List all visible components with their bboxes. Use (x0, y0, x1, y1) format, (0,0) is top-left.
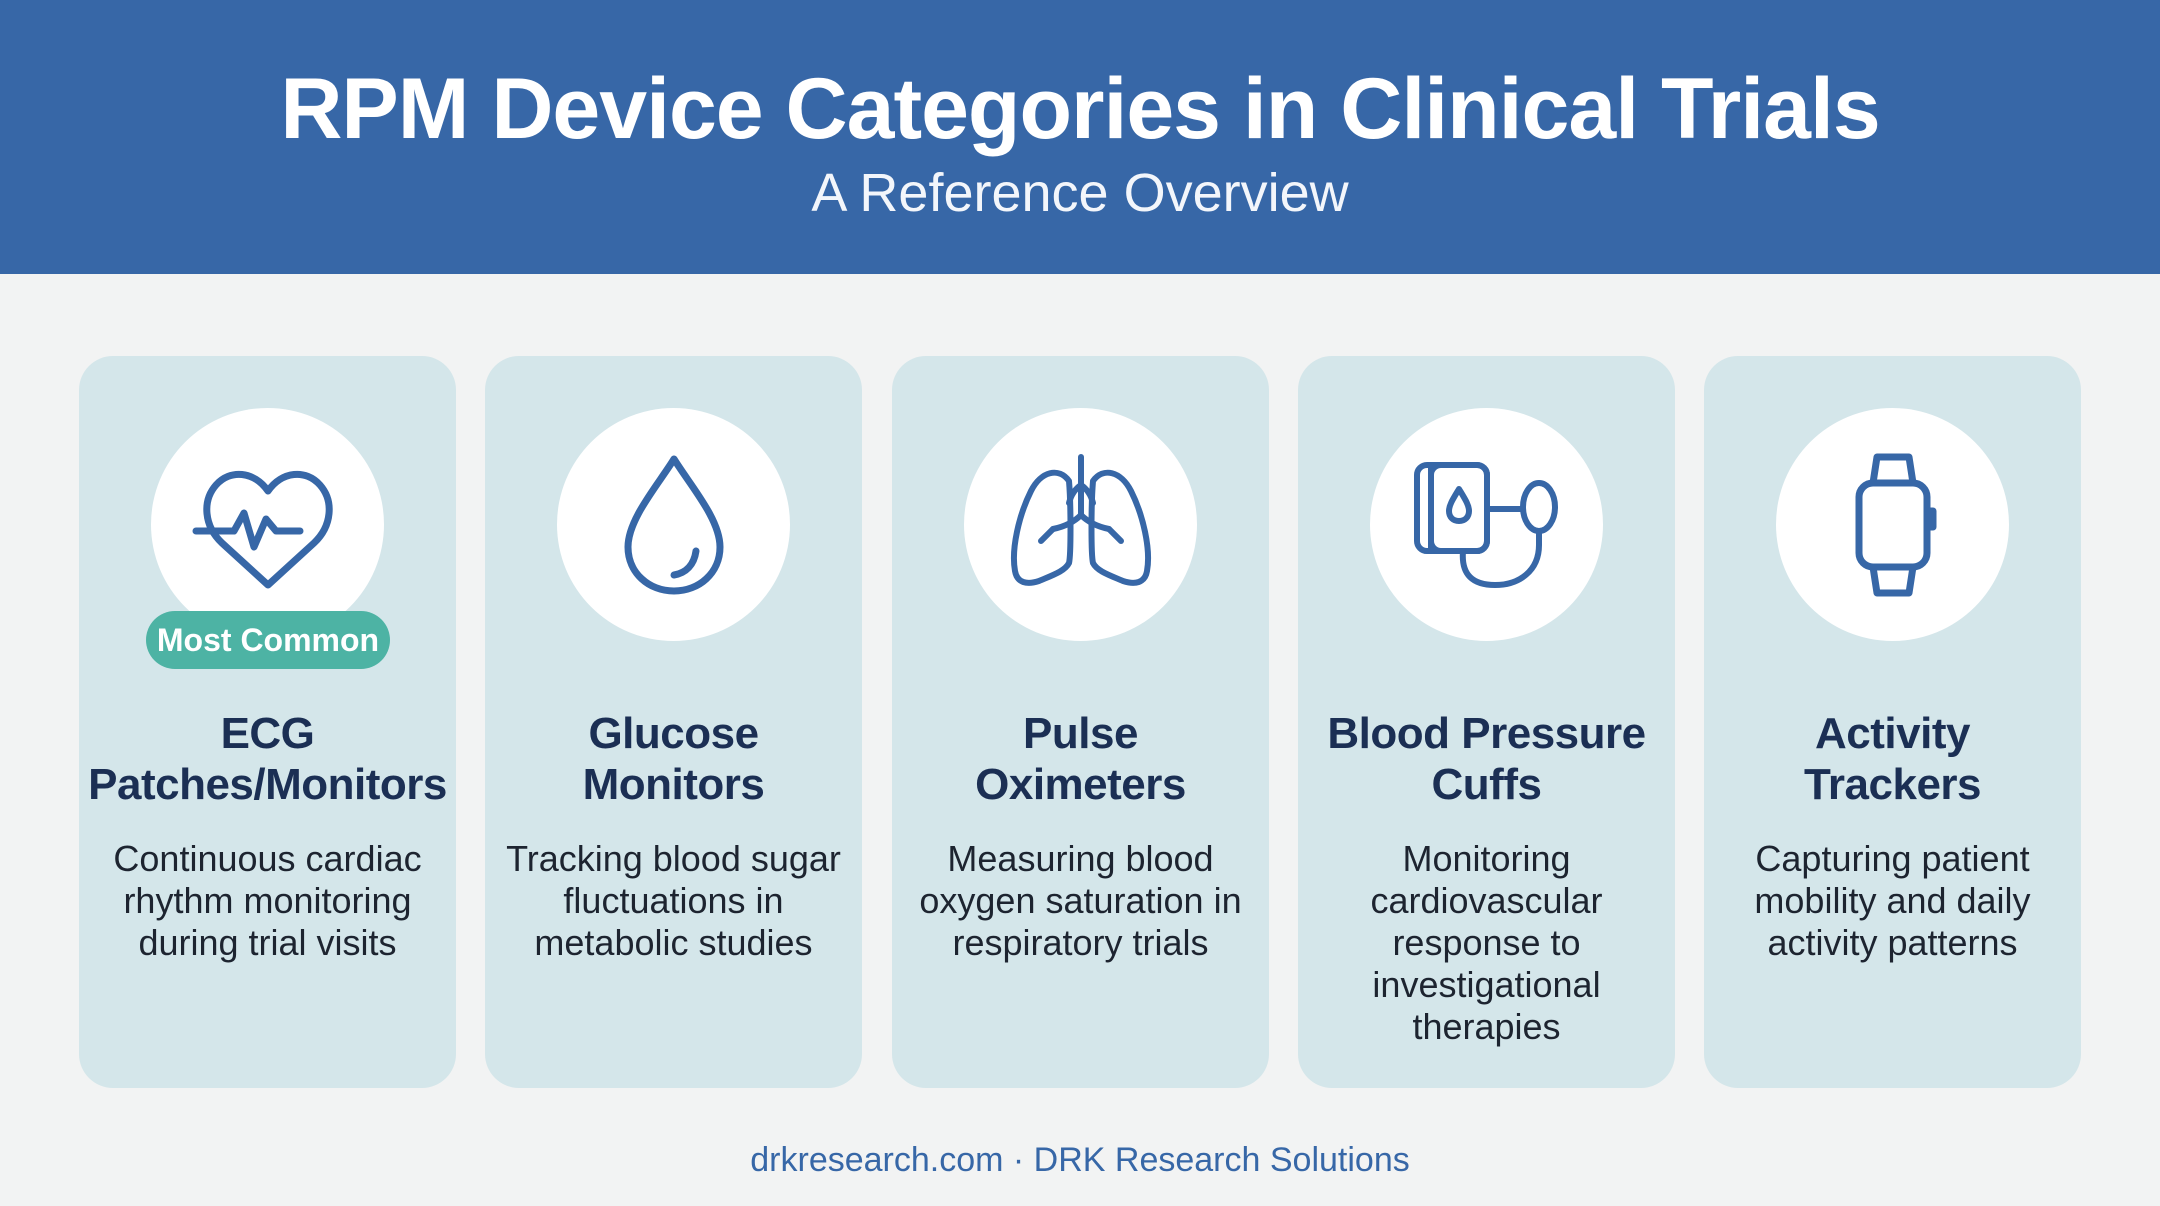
card-activity-trackers: Activity Trackers Capturing patient mobi… (1704, 356, 2081, 1088)
card-ecg: Most Common ECG Patches/Monitors Continu… (79, 356, 456, 1088)
card-description: Tracking blood sugar fluctuations in met… (506, 838, 841, 963)
droplet-icon (624, 455, 723, 594)
card-description: Measuring blood oxygen saturation in res… (919, 838, 1242, 963)
most-common-badge: Most Common (146, 611, 390, 669)
card-description: Capturing patient mobility and daily act… (1754, 838, 2031, 963)
lungs-icon (1010, 453, 1151, 586)
card-title: ECG Patches/Monitors (88, 709, 447, 809)
card-glucose: Glucose Monitors Tracking blood sugar fl… (485, 356, 862, 1088)
icon-circle (557, 408, 790, 641)
header-banner: RPM Device Categories in Clinical Trials… (0, 0, 2160, 274)
device-cards: Most Common ECG Patches/Monitors Continu… (0, 356, 2160, 1090)
card-title: Activity Trackers (1803, 709, 1982, 809)
card-pulse-oximeters: Pulse Oximeters Measuring blood oxygen s… (892, 356, 1269, 1088)
icon-circle (1776, 408, 2009, 641)
card-blood-pressure: Blood Pressure Cuffs Monitoring cardiova… (1298, 356, 1675, 1088)
smartwatch-icon (1855, 453, 1936, 596)
card-description: Monitoring cardiovascular response to in… (1370, 838, 1603, 1047)
blood-pressure-cuff-icon (1413, 461, 1558, 588)
page-title: RPM Device Categories in Clinical Trials (280, 61, 1880, 157)
card-description: Continuous cardiac rhythm monitoring dur… (113, 838, 422, 963)
card-title: Glucose Monitors (582, 709, 765, 809)
icon-circle (151, 408, 384, 641)
icon-circle (964, 408, 1197, 641)
heart-ecg-icon (192, 470, 333, 588)
card-title: Blood Pressure Cuffs (1327, 709, 1646, 809)
icon-circle (1370, 408, 1603, 641)
card-title: Pulse Oximeters (975, 709, 1186, 809)
footer-credit: drkresearch.com · DRK Research Solutions (750, 1141, 1410, 1179)
page-subtitle: A Reference Overview (811, 163, 1349, 223)
